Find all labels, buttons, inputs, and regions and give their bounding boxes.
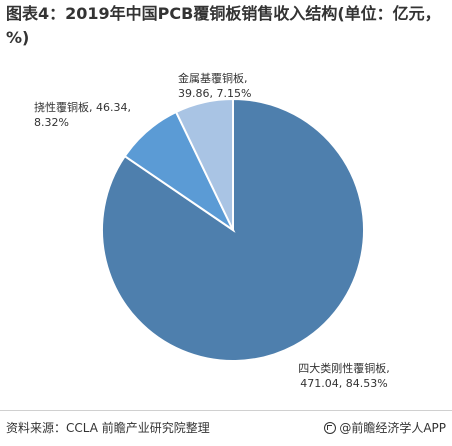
slice-label-1-line-2: 471.04, 84.53% — [300, 377, 387, 390]
slice-label-1-line-1: 四大类刚性覆铜板, — [298, 361, 390, 375]
slice-label-1: 四大类刚性覆铜板, 471.04, 84.53% — [298, 361, 390, 390]
slice-label-2-line-2: 8.32% — [34, 116, 69, 129]
footer: 资料来源：CCLA 前瞻产业研究院整理 @前瞻经济学人APP — [0, 410, 452, 446]
slice-label-3-line-2: 39.86, 7.15% — [178, 87, 251, 100]
source-text: 资料来源：CCLA 前瞻产业研究院整理 — [6, 421, 210, 435]
slice-label-2: 挠性覆铜板, 46.34, 8.32% — [34, 100, 131, 129]
chart-title: 图表4：2019年中国PCB覆铜板销售收入结构(单位：亿元，%) — [6, 4, 441, 47]
brand-label: @前瞻经济学人APP — [324, 419, 446, 436]
pie-slice-3 — [174, 97, 234, 231]
brand-logo-icon — [324, 421, 337, 434]
brand-text: @前瞻经济学人APP — [339, 421, 446, 435]
slice-label-2-line-1: 挠性覆铜板, 46.34, — [34, 100, 131, 114]
slice-label-3-line-1: 金属基覆铜板, — [178, 71, 248, 85]
slice-label-3: 金属基覆铜板, 39.86, 7.15% — [178, 71, 251, 100]
pie-chart: 四大类刚性覆铜板, 471.04, 84.53% 挠性覆铜板, 46.34, 8.32… — [34, 71, 390, 390]
